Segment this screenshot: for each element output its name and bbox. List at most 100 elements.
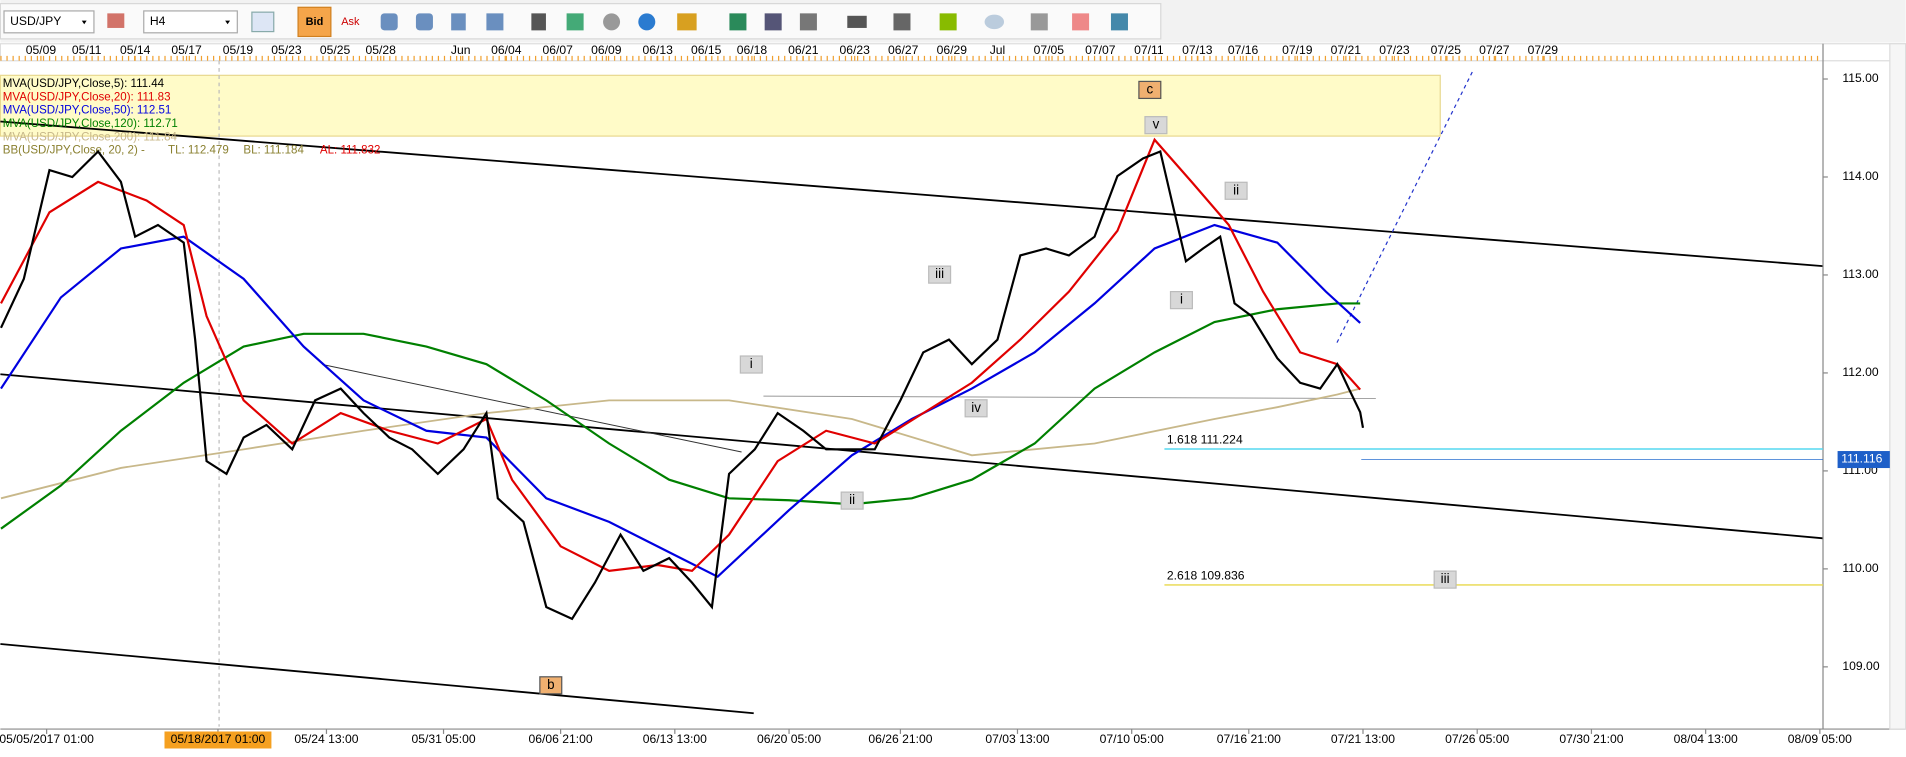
y-tick-label: 114.00 xyxy=(1842,169,1878,183)
icon[interactable] xyxy=(638,13,656,31)
x-tick-label: 05/24 13:00 xyxy=(294,732,358,746)
top-tick-label: 06/18 xyxy=(737,43,768,57)
x-tick-label: 05/18/2017 01:00 xyxy=(171,732,266,746)
top-tick-label: 07/11 xyxy=(1134,43,1164,57)
x-tick-label: 06/26 21:00 xyxy=(868,732,932,746)
icon[interactable] xyxy=(939,13,957,31)
icon[interactable] xyxy=(603,13,621,31)
wave-label: v xyxy=(1153,117,1160,132)
x-tick-label: 07/10 05:00 xyxy=(1100,732,1164,746)
top-tick-label: Jul xyxy=(990,43,1006,57)
last-price-label: 111.116 xyxy=(1841,452,1882,466)
icon[interactable] xyxy=(893,13,911,31)
wave-label-box xyxy=(840,491,864,510)
wave-label-box xyxy=(1433,570,1457,589)
x-tick-label: 06/20 05:00 xyxy=(757,732,821,746)
symbol: USD/JPY xyxy=(10,14,61,28)
scrollbar[interactable] xyxy=(1889,43,1906,730)
x-tick-label: 07/03 13:00 xyxy=(985,732,1049,746)
bid-label: Bid xyxy=(306,16,324,28)
top-tick-label: 07/07 xyxy=(1085,43,1116,57)
wave-label: ii xyxy=(849,492,855,507)
top-tick-label: 07/13 xyxy=(1182,43,1213,57)
icon[interactable] xyxy=(729,13,747,31)
icon[interactable] xyxy=(799,13,817,31)
level-line xyxy=(763,395,1376,400)
top-tick-label: 07/19 xyxy=(1282,43,1313,57)
symbol-combo[interactable] xyxy=(3,10,95,34)
icon[interactable] xyxy=(1110,13,1128,31)
wave-label: i xyxy=(750,356,753,371)
icon[interactable] xyxy=(107,13,125,28)
ma-line xyxy=(0,387,1361,500)
y-tick-label: 112.00 xyxy=(1842,365,1878,379)
x-tick-label: 06/13 13:00 xyxy=(643,732,707,746)
icon[interactable] xyxy=(847,15,867,28)
top-tick-label: 06/13 xyxy=(642,43,673,57)
top-tick-label: 07/23 xyxy=(1379,43,1410,57)
icon[interactable] xyxy=(566,13,584,31)
icon[interactable] xyxy=(677,13,697,31)
timeframe-combo[interactable] xyxy=(143,10,238,34)
x-tick-label: 07/21 13:00 xyxy=(1331,732,1395,746)
x-tick-label: 07/26 05:00 xyxy=(1445,732,1509,746)
fib-label: 2.618 109.836 xyxy=(1167,569,1245,583)
wave-label: b xyxy=(547,677,554,692)
icon[interactable] xyxy=(451,13,466,31)
x-tick-label: 06/06 21:00 xyxy=(529,732,593,746)
timeframe: H4 xyxy=(150,14,166,28)
combo-arrow xyxy=(81,20,87,25)
top-tick-label: 05/14 xyxy=(120,43,151,57)
fib-label: 1.618 111.224 xyxy=(1167,433,1243,447)
icon[interactable] xyxy=(251,11,275,33)
top-tick-label: 06/21 xyxy=(788,43,819,57)
icon[interactable] xyxy=(1030,13,1048,31)
top-tick-label: 06/09 xyxy=(591,43,622,57)
toolbar-icons xyxy=(380,13,1128,31)
icon[interactable] xyxy=(764,13,782,31)
wave-label-box xyxy=(739,355,763,374)
bb-tl: TL: 112.479 xyxy=(168,145,229,157)
last-price-box xyxy=(1837,451,1890,469)
top-tick-label: 07/05 xyxy=(1034,43,1065,57)
channel-line xyxy=(0,120,1824,268)
icon[interactable] xyxy=(486,13,504,31)
icon[interactable] xyxy=(1072,13,1090,31)
x-tick-label: 08/09 05:00 xyxy=(1788,732,1852,746)
wave-label: ii xyxy=(1233,182,1239,197)
wave-label: i xyxy=(1180,292,1183,307)
wave-label: iv xyxy=(971,400,981,415)
x-tick-highlight xyxy=(164,731,272,749)
bid-button[interactable] xyxy=(297,6,332,38)
ask-button[interactable] xyxy=(335,7,365,37)
bb-bl: BL: 111.184 xyxy=(243,145,304,157)
top-tick-label: 05/19 xyxy=(223,43,254,57)
legend-entry: MVA(USD/JPY,Close,120): 112.71 xyxy=(3,118,178,130)
icon[interactable] xyxy=(531,13,546,31)
top-tick-label: 07/16 xyxy=(1228,43,1259,57)
top-tick-label: 05/11 xyxy=(72,43,102,57)
legend-entry: MVA(USD/JPY,Close,200): 111.84 xyxy=(3,131,178,143)
ma-line xyxy=(0,137,1361,573)
channel-line xyxy=(0,373,1824,540)
ma-line xyxy=(0,302,1361,530)
top-tick-label: 06/04 xyxy=(491,43,522,57)
icon[interactable] xyxy=(984,14,1005,30)
channel-line xyxy=(0,643,754,715)
top-tick-label: 07/25 xyxy=(1431,43,1462,57)
wave-label-box xyxy=(964,399,988,418)
x-tick-label: 08/04 13:00 xyxy=(1674,732,1738,746)
wave-label: iii xyxy=(1441,571,1450,586)
wave-label: iii xyxy=(935,266,944,281)
x-tick-label: 05/31 05:00 xyxy=(411,732,475,746)
icon[interactable] xyxy=(415,13,433,31)
ma-line xyxy=(0,223,1361,579)
x-tick-label: 07/16 21:00 xyxy=(1217,732,1281,746)
icon[interactable] xyxy=(380,13,398,31)
wave-label-box xyxy=(928,265,952,284)
x-tick-label: 07/30 21:00 xyxy=(1559,732,1623,746)
y-tick-label: 109.00 xyxy=(1842,659,1879,673)
bb-label: BB(USD/JPY,Close, 20, 2) - xyxy=(3,145,145,157)
